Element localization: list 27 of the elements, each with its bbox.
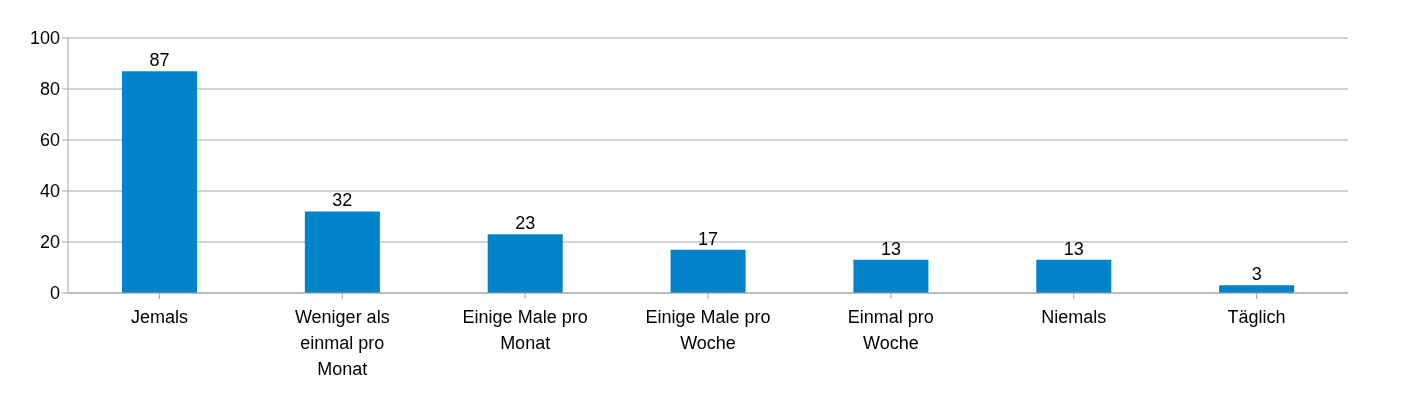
x-tick-label: Jemals (130, 307, 188, 327)
y-tick-label: 0 (49, 283, 60, 304)
data-label: 23 (515, 213, 536, 234)
x-tick-label: Weniger als einmal pro Monat (294, 307, 390, 379)
bar (853, 259, 929, 293)
data-label: 32 (332, 190, 353, 211)
bar (1219, 285, 1295, 293)
x-tick-label: Einige Male pro Monat (462, 307, 588, 353)
y-tick-label: 100 (29, 28, 60, 49)
data-label: 17 (698, 228, 719, 249)
data-label: 3 (1251, 264, 1262, 285)
x-tick-label: Niemals (1041, 307, 1107, 327)
x-tick-label: Täglich (1227, 307, 1286, 327)
data-label: 13 (1063, 238, 1084, 259)
bar (487, 234, 563, 293)
x-tick-label: Einmal pro Woche (847, 307, 934, 353)
bar (1036, 259, 1112, 293)
x-tick-label: Einige Male pro Woche (645, 307, 771, 353)
data-label: 87 (149, 50, 170, 71)
y-tick-label: 80 (39, 79, 60, 100)
bar (670, 249, 746, 293)
data-label: 13 (880, 238, 901, 259)
y-tick-label: 40 (39, 181, 60, 202)
bar (304, 211, 380, 293)
y-tick-label: 60 (39, 130, 60, 151)
y-tick-label: 20 (39, 232, 60, 253)
bar (122, 71, 197, 293)
